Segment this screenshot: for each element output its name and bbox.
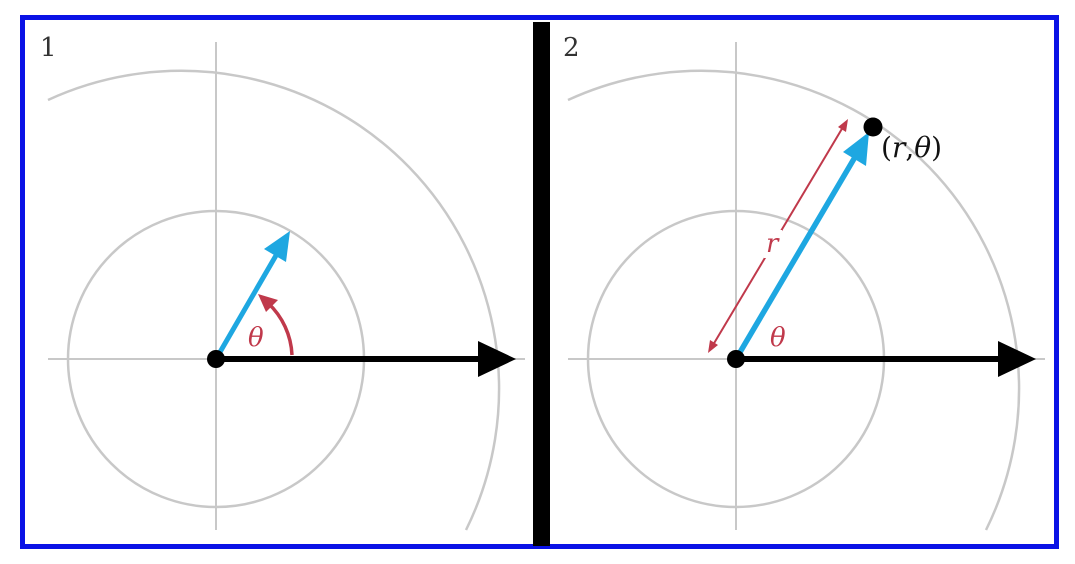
- angle-label: θ: [248, 323, 264, 353]
- point-label-r: r: [892, 131, 907, 164]
- point-label: (r,θ): [881, 131, 942, 164]
- position-vector-arrowhead: [843, 132, 869, 166]
- point-marker: [863, 117, 883, 137]
- angle-label: θ: [770, 323, 786, 353]
- radius-arrowhead-start: [708, 340, 718, 353]
- radius-label-background: [764, 230, 782, 258]
- point-label-open: (: [881, 131, 892, 164]
- panel-2: 2 r θ (r,θ): [563, 33, 1045, 531]
- outer-arc: [47, 69, 501, 531]
- panel-divider: [533, 22, 550, 546]
- polar-axis-arrowhead: [478, 341, 516, 377]
- position-vector: [733, 150, 861, 361]
- point-label-theta: θ: [914, 131, 931, 164]
- angle-arc: [266, 301, 294, 356]
- point-label-comma: ,: [905, 131, 914, 164]
- origin-pole: [727, 350, 745, 368]
- radius-label: r: [766, 229, 780, 259]
- angle-arc-arrowhead: [258, 294, 278, 312]
- outer-arc: [567, 69, 1021, 531]
- panel-number: 1: [40, 33, 57, 63]
- panel-1: 1 θ: [40, 33, 525, 531]
- panel-number: 2: [563, 33, 580, 63]
- polar-axis-arrowhead: [998, 341, 1036, 377]
- direction-vector: [213, 250, 281, 361]
- origin-pole: [207, 350, 225, 368]
- point-label-close: ): [931, 131, 942, 164]
- radius-arrowhead-end: [838, 119, 848, 132]
- direction-vector-arrowhead: [264, 231, 290, 262]
